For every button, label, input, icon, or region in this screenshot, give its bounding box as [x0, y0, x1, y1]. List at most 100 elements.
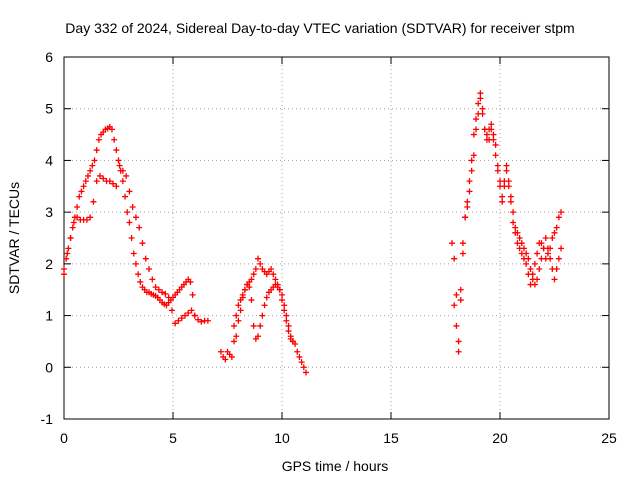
data-point	[78, 188, 85, 195]
data-point	[217, 348, 224, 355]
y-axis-label: SDTVAR / TECUs	[6, 182, 22, 294]
data-point	[464, 198, 471, 205]
data-point	[518, 240, 525, 247]
data-point	[488, 121, 495, 128]
data-point	[116, 162, 123, 169]
data-point	[558, 245, 565, 252]
data-point	[551, 276, 558, 283]
data-point	[233, 312, 240, 319]
plot-frame	[63, 56, 610, 420]
y-tick-label: 4	[45, 152, 53, 168]
data-point	[505, 178, 512, 185]
data-point	[503, 162, 510, 169]
data-point	[466, 188, 473, 195]
data-point	[549, 235, 556, 241]
data-point	[268, 266, 275, 273]
data-point	[231, 322, 238, 329]
data-point	[130, 250, 137, 257]
data-point	[113, 183, 120, 190]
data-point	[257, 322, 264, 329]
data-point	[551, 229, 558, 236]
data-point	[483, 131, 490, 138]
data-point	[76, 193, 83, 200]
data-point	[279, 297, 285, 304]
data-point	[233, 333, 240, 340]
y-tick-label: 2	[45, 256, 53, 272]
data-point	[542, 235, 549, 241]
data-point	[146, 266, 153, 273]
data-point	[499, 193, 506, 200]
data-point	[453, 322, 460, 329]
data-point	[455, 338, 462, 345]
data-point	[113, 147, 120, 154]
data-point	[510, 219, 517, 226]
data-point	[239, 294, 246, 301]
data-point	[108, 126, 115, 133]
data-point	[250, 271, 257, 278]
data-point	[464, 203, 471, 210]
data-point	[520, 245, 527, 252]
data-point	[449, 240, 456, 247]
data-point	[547, 255, 554, 262]
y-tick-label: 3	[45, 204, 53, 220]
data-point	[473, 126, 480, 133]
data-point	[126, 219, 133, 226]
data-point	[187, 278, 194, 285]
data-point	[298, 359, 305, 366]
data-point	[64, 250, 71, 257]
y-tick-label: 6	[45, 49, 53, 65]
data-point	[93, 147, 100, 154]
x-tick-label: 5	[169, 430, 177, 446]
data-point	[132, 260, 139, 267]
data-point	[250, 322, 257, 329]
data-point	[255, 333, 262, 340]
data-point	[119, 167, 126, 174]
data-point	[83, 216, 90, 223]
data-point	[488, 126, 495, 133]
data-point	[191, 312, 198, 319]
data-point	[279, 291, 285, 298]
data-point	[231, 338, 238, 345]
data-point	[152, 284, 159, 291]
data-point	[289, 338, 296, 345]
data-point	[473, 116, 480, 123]
data-point	[74, 214, 81, 221]
data-point	[228, 353, 235, 360]
data-point	[553, 224, 560, 231]
data-point	[195, 316, 202, 323]
x-tick-label: 15	[383, 430, 399, 446]
data-point	[479, 105, 486, 112]
data-point	[175, 317, 182, 324]
data-point	[479, 110, 486, 117]
data-point	[93, 178, 100, 185]
data-point	[82, 178, 89, 185]
data-point	[241, 286, 248, 293]
data-point	[555, 255, 562, 262]
data-point	[89, 162, 96, 169]
data-point	[96, 172, 103, 179]
data-point	[80, 183, 87, 190]
data-point	[272, 276, 279, 283]
data-point	[84, 172, 91, 179]
data-point	[90, 198, 97, 205]
data-point	[294, 348, 301, 355]
data-point	[162, 290, 169, 297]
data-point	[538, 255, 545, 262]
data-point	[276, 286, 283, 293]
data-point	[110, 180, 117, 187]
data-point	[115, 157, 122, 164]
data-point	[185, 309, 192, 316]
data-point	[499, 198, 506, 205]
data-point	[453, 291, 460, 298]
data-point	[237, 307, 244, 314]
y-tick-label: 5	[45, 101, 53, 117]
data-point	[119, 178, 126, 185]
data-point	[123, 172, 130, 179]
data-point	[87, 167, 94, 174]
data-point	[531, 281, 538, 288]
data-point	[536, 266, 543, 273]
data-point	[270, 271, 277, 278]
data-point	[252, 266, 259, 273]
x-tick-label: 10	[274, 430, 290, 446]
